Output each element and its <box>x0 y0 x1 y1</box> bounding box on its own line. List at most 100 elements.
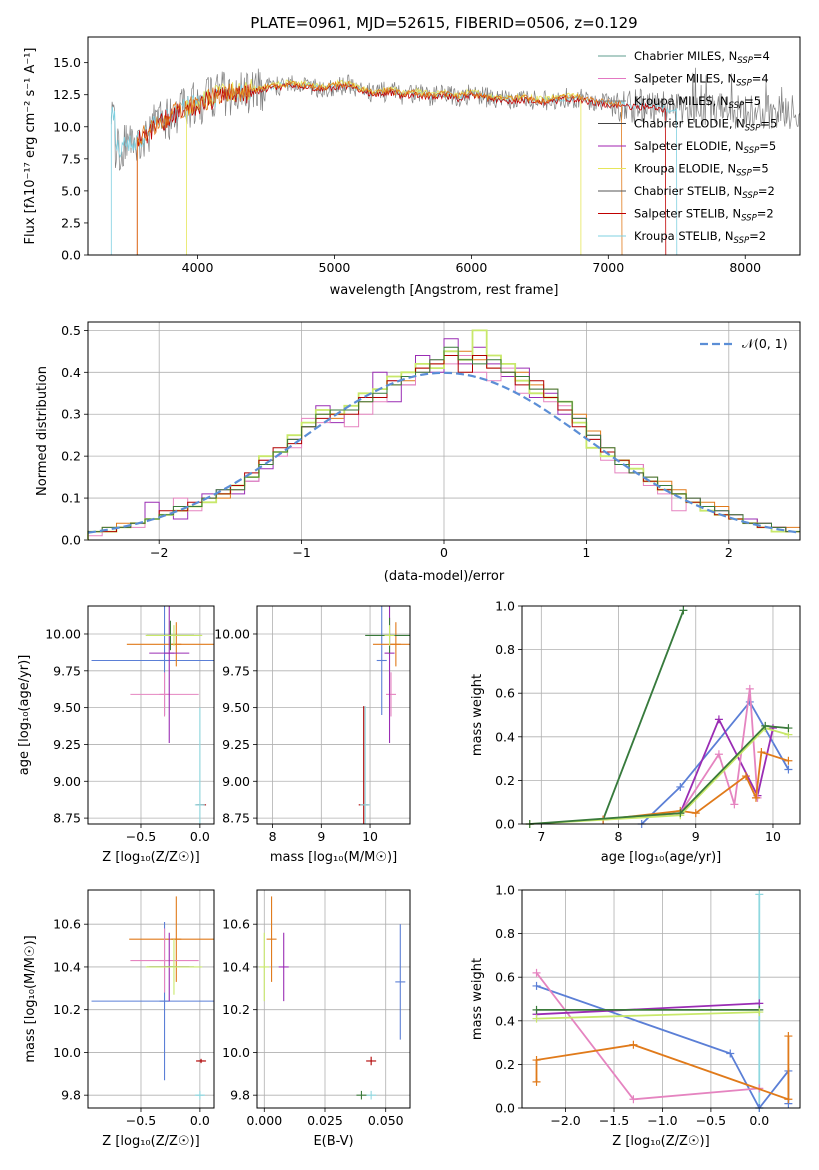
weight-point-marker <box>679 606 688 615</box>
y-tick-label: 12.5 <box>53 87 81 102</box>
legend-label: Chabrier ELODIE, NSSP=5 <box>634 117 777 134</box>
y-tick-label: 0.0 <box>61 248 81 263</box>
axes-z_mass: −0.5 0.0 9.8 10.0 10.2 10.4 10.6 Z [log₁₀(Z/Z☉)… <box>23 889 215 1149</box>
x-tick-label: 0 <box>440 545 448 560</box>
y-tick-label: 10.00 <box>214 626 250 641</box>
axes-frame <box>521 605 801 825</box>
x-tick-label: 8000 <box>729 260 761 275</box>
x-tick-label: −1.5 <box>599 1113 629 1128</box>
y-tick-label: 0.6 <box>495 686 515 701</box>
x-tick-label: 1 <box>582 545 590 560</box>
weight-point-marker <box>691 809 700 818</box>
x-tick-label: 0.000 <box>246 1113 282 1128</box>
weight-point-marker <box>784 1032 793 1041</box>
x-axis-label: Z [log₁₀(Z/Z☉)] <box>102 850 199 865</box>
x-axis-label: E(B-V) <box>313 1134 353 1149</box>
axes-frame <box>256 889 411 1109</box>
weight-series-line <box>603 688 759 821</box>
legend-label: Kroupa STELIB, NSSP=2 <box>634 229 766 246</box>
y-tick-label: 9.00 <box>222 774 250 789</box>
x-tick-label: 2 <box>725 545 733 560</box>
y-tick-label: 8.75 <box>222 811 250 826</box>
y-tick-label: 10.4 <box>222 959 250 974</box>
weight-point-marker <box>676 809 685 818</box>
x-axis-label: mass [log₁₀(M/M☉)] <box>270 850 397 865</box>
weight-point-marker <box>784 724 793 733</box>
x-tick-label: 0.0 <box>190 1113 210 1128</box>
x-tick-label: 0.0 <box>749 1113 769 1128</box>
x-axis-label: wavelength [Angstrom, rest frame] <box>330 283 559 298</box>
x-tick-label: 8 <box>269 829 277 844</box>
y-tick-label: 9.8 <box>230 1088 250 1103</box>
y-tick-label: 0.0 <box>61 533 81 548</box>
y-axis-label: age [log₁₀(age/yr)] <box>17 655 32 776</box>
axes-frame <box>87 36 801 256</box>
weight-point-marker <box>532 968 541 977</box>
y-tick-label: 0.1 <box>61 491 81 506</box>
axes-frame <box>256 605 411 825</box>
x-tick-label: 5000 <box>319 260 351 275</box>
axes-frame <box>87 321 801 541</box>
y-axis-label: mass [log₁₀(M/M☉)] <box>23 935 38 1062</box>
weight-point-marker <box>532 1077 541 1086</box>
x-tick-label: −0.5 <box>126 829 156 844</box>
weight-point-marker <box>532 1005 541 1014</box>
y-tick-label: 10.0 <box>222 1045 250 1060</box>
weight-point-marker <box>784 765 793 774</box>
y-tick-label: 10.2 <box>53 1002 81 1017</box>
weight-point-marker <box>755 1008 764 1017</box>
y-tick-label: 9.50 <box>53 700 81 715</box>
y-tick-label: 10.00 <box>45 626 81 641</box>
x-tick-label: 0.050 <box>368 1113 404 1128</box>
weight-series-line <box>536 1011 760 1020</box>
weight-series-line <box>602 610 685 820</box>
y-tick-label: 2.5 <box>61 215 81 230</box>
y-tick-label: 9.25 <box>53 737 81 752</box>
axes-age_weight: 7 8 9 10 0.0 0.2 0.4 0.6 0.8 1.0 age [log₁₀(age/yr… <box>470 599 801 865</box>
y-tick-label: 0.8 <box>495 642 515 657</box>
y-tick-label: 9.50 <box>222 700 250 715</box>
y-tick-label: 10.6 <box>222 917 250 932</box>
y-axis-label: Flux [fλ10⁻¹⁷ erg cm⁻² s⁻¹ A⁻¹] <box>23 48 38 245</box>
legend-label: Salpeter ELODIE, NSSP=5 <box>634 139 776 156</box>
y-tick-label: 0.4 <box>495 1013 515 1028</box>
y-tick-label: 15.0 <box>53 55 81 70</box>
weight-point-marker <box>730 800 739 809</box>
weight-point-marker <box>757 748 766 757</box>
weight-point-marker <box>745 684 754 693</box>
x-tick-label: 9 <box>317 829 325 844</box>
weight-point-marker <box>629 1040 638 1049</box>
y-tick-label: 0.5 <box>61 323 81 338</box>
x-tick-label: 7000 <box>592 260 624 275</box>
normal-curve <box>87 371 801 534</box>
x-tick-label: 0.0 <box>190 829 210 844</box>
x-tick-label: 9 <box>692 829 700 844</box>
y-tick-label: 9.8 <box>61 1088 81 1103</box>
y-tick-label: 0.2 <box>495 773 515 788</box>
x-axis-label: age [log₁₀(age/yr)] <box>601 850 722 865</box>
weight-point-marker <box>784 1095 793 1104</box>
axes-z_age: −0.5 0.0 8.75 9.00 9.25 9.50 9.75 10.00 Z [log₁₀… <box>17 605 215 865</box>
y-tick-label: 10.0 <box>53 119 81 134</box>
weight-series-line <box>535 972 760 1101</box>
axes-frame <box>521 889 801 1109</box>
y-tick-label: 0.4 <box>61 365 81 380</box>
y-axis-label: mass weight <box>470 958 485 1040</box>
axes-ebv_mass: 0.000 0.025 0.050 9.8 10.0 10.2 10.4 10.6 E(B-V) <box>222 889 411 1149</box>
legend-label: Salpeter MILES, NSSP=4 <box>634 72 769 89</box>
x-tick-label: 6000 <box>455 260 487 275</box>
axes-mass_age: 8 9 10 8.75 9.00 9.25 9.50 9.75 10.00 mass [log₁₀… <box>214 605 411 865</box>
y-tick-label: 10.0 <box>53 1045 81 1060</box>
weight-point-marker <box>755 890 764 899</box>
x-tick-label: −2 <box>150 545 168 560</box>
figure-title: PLATE=0961, MJD=52615, FIBERID=0506, z=0… <box>250 14 637 32</box>
data-spectrum-line <box>110 67 800 171</box>
x-tick-label: 7 <box>537 829 545 844</box>
x-tick-label: 4000 <box>182 260 214 275</box>
x-tick-label: 0.025 <box>307 1113 343 1128</box>
y-axis-label: mass weight <box>470 674 485 756</box>
y-tick-label: 0.8 <box>495 926 515 941</box>
y-tick-label: 0.0 <box>495 817 515 832</box>
y-tick-label: 8.75 <box>53 811 81 826</box>
